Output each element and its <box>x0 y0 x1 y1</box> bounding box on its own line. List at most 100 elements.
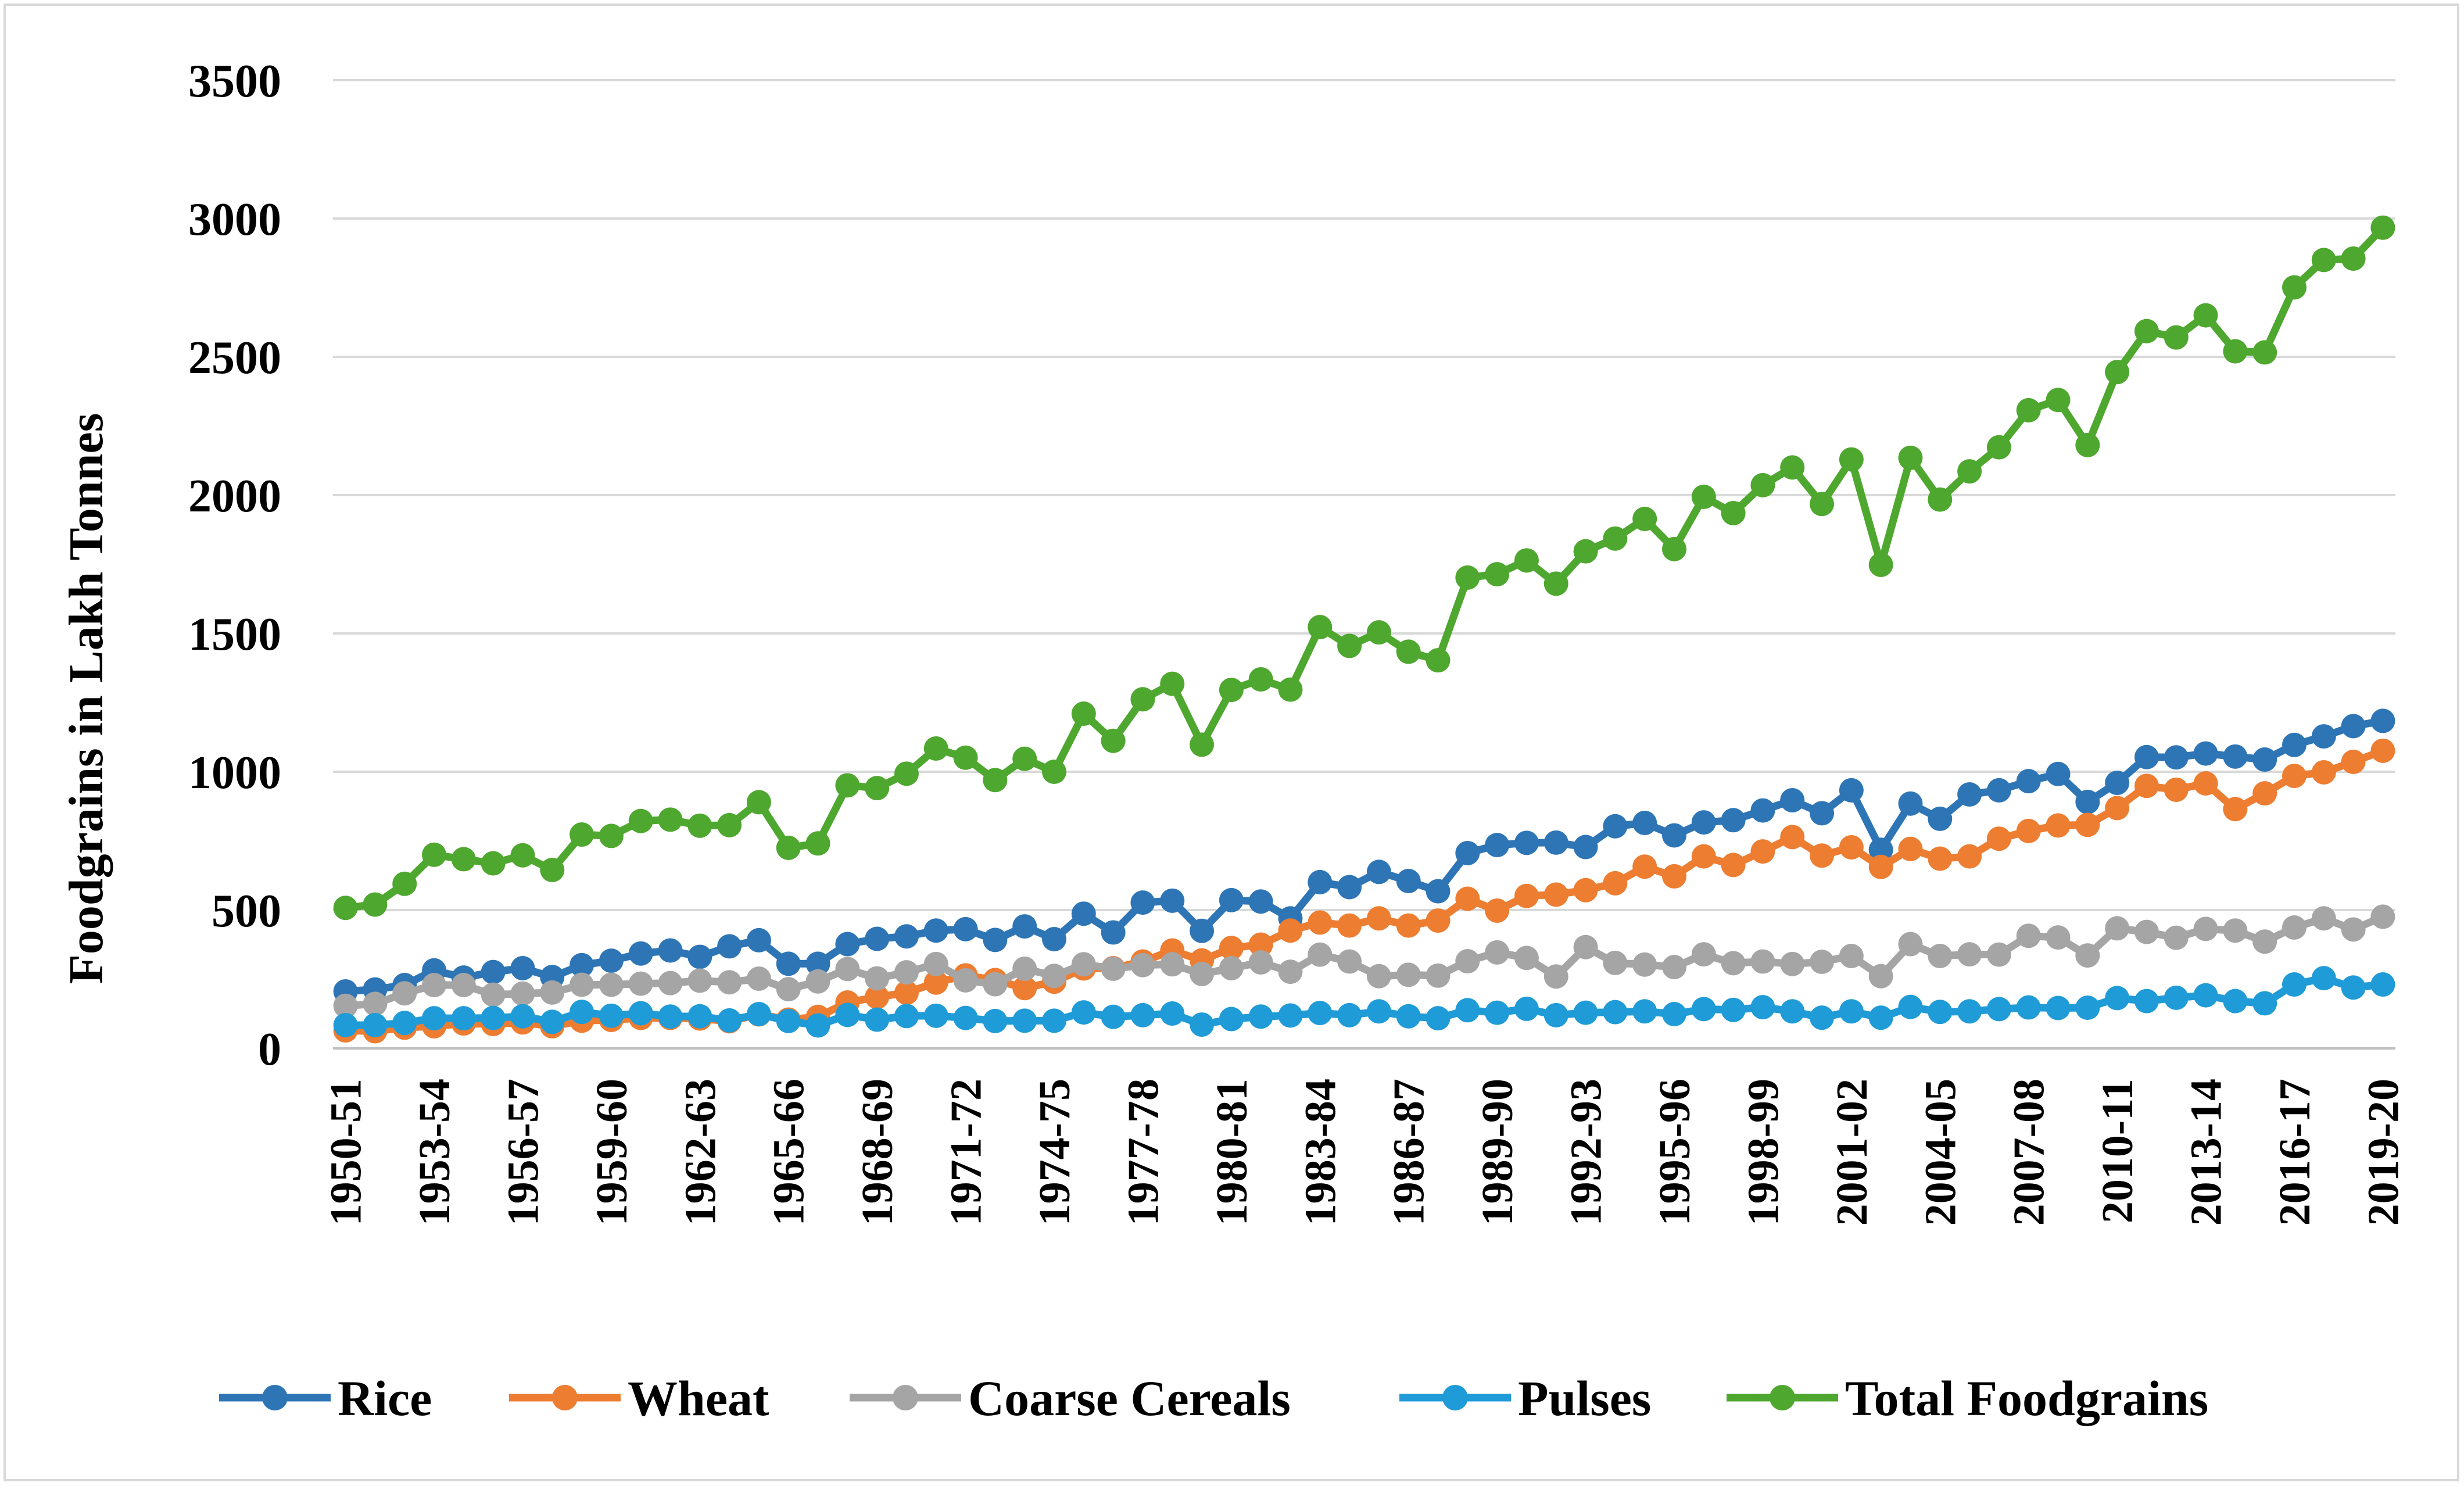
legend-swatch-marker <box>1770 1385 1795 1410</box>
data-point-wheat <box>1898 836 1923 861</box>
data-point-pulses <box>2223 989 2248 1014</box>
data-point-pulses <box>687 1004 712 1029</box>
data-point-coarse-cereals <box>1485 940 1510 965</box>
data-point-coarse-cereals <box>2370 904 2395 929</box>
data-point-rice <box>628 941 653 966</box>
data-point-rice <box>599 948 624 973</box>
data-point-total-foodgrains <box>1248 667 1273 692</box>
data-point-coarse-cereals <box>746 966 771 991</box>
data-point-rice <box>1308 869 1333 894</box>
data-point-pulses <box>1426 1006 1451 1031</box>
data-point-coarse-cereals <box>1308 942 1333 967</box>
data-point-pulses <box>1366 999 1391 1024</box>
data-point-pulses <box>2370 972 2395 997</box>
data-point-rice <box>1632 811 1657 836</box>
data-point-pulses <box>1603 1000 1628 1025</box>
data-point-rice <box>2164 745 2189 770</box>
data-point-wheat <box>2370 738 2395 763</box>
gridlines <box>333 79 2395 1050</box>
y-tick-label: 500 <box>212 886 281 937</box>
data-point-pulses <box>1691 997 1716 1022</box>
data-point-coarse-cereals <box>1691 942 1716 967</box>
data-point-pulses <box>2134 989 2159 1014</box>
data-point-pulses <box>1514 996 1539 1021</box>
data-point-coarse-cereals <box>2016 923 2041 948</box>
data-point-pulses <box>983 1008 1008 1033</box>
data-point-coarse-cereals <box>2164 925 2189 950</box>
series-line-pulses <box>345 974 2384 1029</box>
data-point-pulses <box>2105 986 2130 1011</box>
legend-label: Rice <box>338 1370 432 1426</box>
data-point-pulses <box>1485 1000 1510 1025</box>
data-point-pulses <box>2311 966 2336 991</box>
data-point-pulses <box>1573 1000 1598 1025</box>
data-point-rice <box>805 951 830 976</box>
y-tick-label: 3000 <box>188 194 281 245</box>
data-point-wheat <box>1455 886 1480 911</box>
data-point-pulses <box>894 1004 919 1029</box>
x-tick-label: 1974-75 <box>1030 1079 1079 1226</box>
data-point-wheat <box>2341 749 2366 774</box>
y-axis-ticks: 0 500 1000 1500 2000 2500 3000 3500 <box>188 56 281 1075</box>
data-point-rice <box>1957 782 1982 807</box>
data-point-wheat <box>1308 910 1333 935</box>
data-point-pulses <box>746 1001 771 1026</box>
data-point-wheat <box>1219 936 1244 961</box>
data-point-rice <box>570 953 594 977</box>
data-point-wheat <box>1721 853 1746 878</box>
data-point-coarse-cereals <box>1632 952 1657 977</box>
data-point-wheat <box>1780 825 1805 850</box>
data-point-coarse-cereals <box>2105 916 2130 941</box>
data-point-rice <box>1485 833 1510 858</box>
data-point-rice <box>1071 901 1096 926</box>
data-point-total-foodgrains <box>894 761 919 786</box>
legend-swatch-marker <box>1442 1385 1468 1410</box>
data-point-rice <box>1042 926 1067 951</box>
data-point-total-foodgrains <box>1426 648 1451 673</box>
data-point-rice <box>1514 830 1539 855</box>
data-point-rice <box>658 938 683 963</box>
data-point-total-foodgrains <box>599 823 624 848</box>
data-point-total-foodgrains <box>776 835 801 860</box>
data-point-coarse-cereals <box>1986 942 2011 967</box>
data-point-pulses <box>540 1009 565 1034</box>
data-point-rice <box>1219 887 1244 912</box>
data-point-coarse-cereals <box>570 972 594 997</box>
data-point-rice <box>2105 771 2130 796</box>
data-point-total-foodgrains <box>1514 548 1539 573</box>
data-point-pulses <box>481 1005 506 1030</box>
y-tick-label: 1500 <box>188 609 281 660</box>
data-point-rice <box>1810 801 1835 826</box>
data-point-rice <box>2223 744 2248 769</box>
data-point-pulses <box>1898 994 1923 1019</box>
data-point-total-foodgrains <box>717 812 742 837</box>
data-point-total-foodgrains <box>1839 447 1864 472</box>
data-point-wheat <box>894 980 919 1005</box>
legend-swatch-marker <box>893 1385 918 1410</box>
data-point-total-foodgrains <box>1042 760 1067 784</box>
data-point-pulses <box>1957 999 1982 1024</box>
data-point-coarse-cereals <box>1278 959 1303 984</box>
data-point-total-foodgrains <box>1219 678 1244 703</box>
data-point-total-foodgrains <box>1957 459 1982 484</box>
data-point-pulses <box>1543 1002 1568 1027</box>
data-point-total-foodgrains <box>1337 633 1362 658</box>
data-point-total-foodgrains <box>1396 639 1421 664</box>
series-pulses <box>333 966 2395 1038</box>
data-point-total-foodgrains <box>1366 620 1391 645</box>
data-point-rice <box>1661 823 1686 848</box>
data-point-coarse-cereals <box>510 981 535 1006</box>
x-tick-label: 1983-84 <box>1296 1079 1345 1226</box>
data-point-coarse-cereals <box>1012 956 1037 981</box>
data-point-rice <box>776 951 801 976</box>
data-point-total-foodgrains <box>1160 671 1185 696</box>
data-point-coarse-cereals <box>1543 964 1568 989</box>
data-point-pulses <box>865 1007 890 1032</box>
data-point-rice <box>1928 806 1953 831</box>
data-point-pulses <box>363 1013 388 1038</box>
legend-swatch-marker <box>262 1385 288 1410</box>
data-point-total-foodgrains <box>1898 445 1923 470</box>
data-point-rice <box>1691 810 1716 835</box>
data-point-pulses <box>510 1004 535 1029</box>
data-point-wheat <box>2105 796 2130 821</box>
